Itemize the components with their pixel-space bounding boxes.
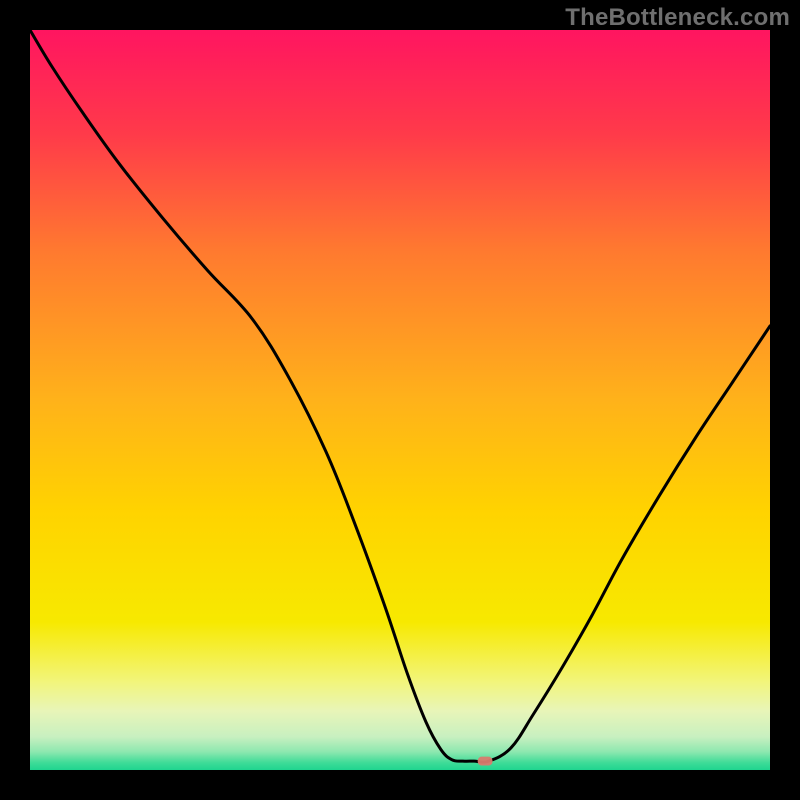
watermark-text: TheBottleneck.com	[565, 4, 790, 32]
chart-container: TheBottleneck.com	[0, 0, 800, 800]
bottleneck-chart	[0, 0, 800, 800]
